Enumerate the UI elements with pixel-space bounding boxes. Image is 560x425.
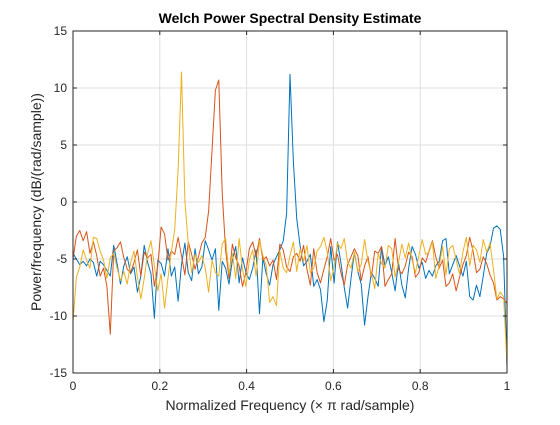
y-tick-label: 15 (54, 24, 68, 38)
y-axis-label: Power/frequency (dB/(rad/sample)) (28, 93, 44, 311)
series-line-2 (72, 79, 508, 335)
series-lines (72, 71, 508, 368)
x-tick-label: 1 (504, 379, 511, 393)
y-tick-label: -10 (50, 309, 68, 323)
chart-title: Welch Power Spectral Density Estimate (159, 10, 422, 26)
series-line-1 (72, 73, 508, 368)
x-tick-label: 0.8 (412, 379, 429, 393)
ticks: 0 0.2 0.4 0.6 0.8 1 -15 -10 -5 0 5 10 15 (50, 24, 511, 393)
x-tick-label: 0.2 (151, 379, 168, 393)
x-tick-label: 0.6 (325, 379, 342, 393)
x-tick-label: 0 (70, 379, 77, 393)
series-line-3 (72, 71, 508, 364)
x-tick-label: 0.4 (238, 379, 255, 393)
x-axis-label: Normalized Frequency (× π rad/sample) (166, 397, 415, 413)
y-tick-label: 5 (60, 138, 67, 152)
y-tick-label: -15 (50, 366, 68, 380)
y-tick-label: 0 (60, 195, 67, 209)
y-tick-label: 10 (54, 81, 68, 95)
y-tick-label: -5 (56, 252, 67, 266)
